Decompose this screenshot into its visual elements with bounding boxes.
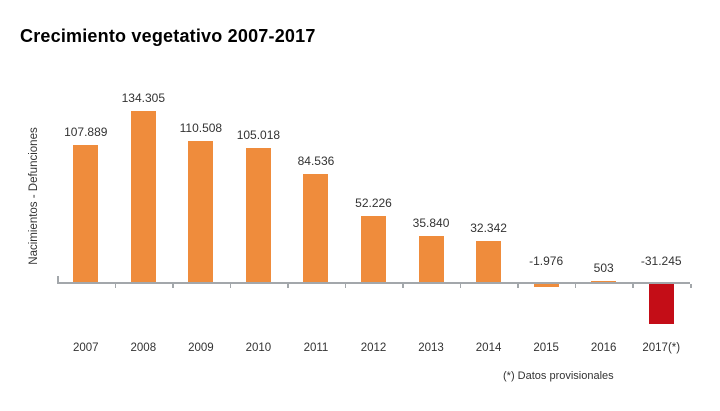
- bar-2011: [303, 174, 329, 282]
- value-label-2007: 107.889: [64, 124, 108, 139]
- value-label-2010: 105.018: [236, 128, 281, 143]
- x-tick-label-2014: 2014: [475, 342, 502, 354]
- value-label-2015: -1.976: [529, 254, 564, 268]
- x-tick-label-2016: 2016: [590, 342, 617, 354]
- x-tick-label-2007: 2007: [72, 342, 99, 354]
- x-axis-tick: [402, 284, 404, 288]
- bar-2014: [476, 240, 502, 282]
- x-axis-tick: [632, 284, 634, 288]
- value-label-2016: 503: [593, 261, 614, 276]
- bar-2007: [73, 144, 99, 282]
- x-axis-tick: [172, 284, 174, 288]
- x-tick-label-2009: 2009: [188, 342, 214, 354]
- x-tick-label-2012: 2012: [360, 342, 387, 354]
- bar-2016: [591, 281, 617, 282]
- bar-2010: [245, 148, 271, 282]
- x-axis-tick: [114, 284, 117, 288]
- x-axis-endcap-left: [57, 276, 59, 282]
- bar-2015: [533, 284, 559, 287]
- value-label-2017(*): -31.245: [640, 254, 682, 268]
- value-label-2013: 35.840: [412, 216, 450, 231]
- x-axis-tick: [344, 284, 347, 288]
- value-label-2011: 84.536: [297, 154, 335, 169]
- x-axis-tick: [459, 284, 462, 288]
- x-tick-label-2015: 2015: [533, 342, 559, 354]
- bar-2013: [418, 236, 444, 282]
- value-label-2014: 32.342: [470, 220, 507, 235]
- footnote: (*) Datos provisionales: [503, 370, 614, 382]
- x-axis-tick: [574, 284, 577, 288]
- chart-title: Crecimiento vegetativo 2007-2017: [20, 26, 316, 46]
- bar-2017(*): [648, 284, 674, 324]
- x-tick-label-2017(*): 2017(*): [642, 342, 681, 354]
- value-label-2012: 52.226: [355, 195, 392, 210]
- bar-2008: [130, 111, 156, 282]
- x-tick-label-2010: 2010: [245, 342, 272, 354]
- bar-2009: [188, 141, 214, 282]
- x-axis-line: [57, 282, 690, 284]
- bar-2012: [361, 215, 386, 282]
- x-tick-label-2008: 2008: [130, 342, 157, 354]
- x-axis-tick: [517, 284, 519, 288]
- x-tick-label-2011: 2011: [303, 342, 329, 354]
- x-tick-label-2013: 2013: [418, 342, 444, 354]
- value-label-2009: 110.508: [179, 121, 223, 136]
- x-axis-tick: [287, 284, 289, 288]
- x-axis-tick: [229, 284, 232, 288]
- value-label-2008: 134.305: [121, 91, 165, 105]
- x-axis-tick: [690, 284, 692, 288]
